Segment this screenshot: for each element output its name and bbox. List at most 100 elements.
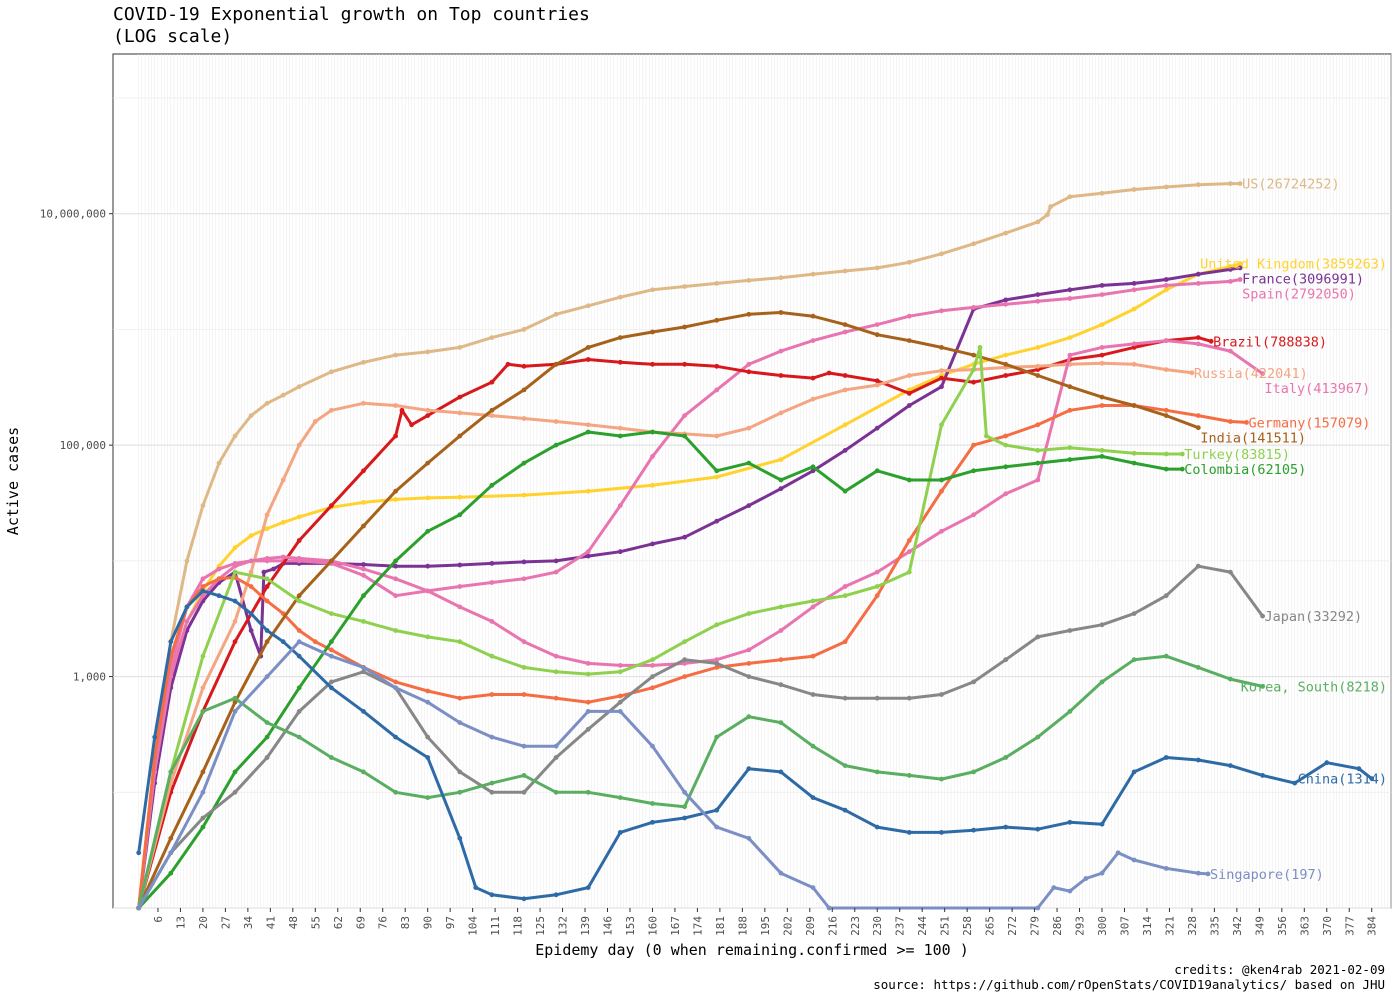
series-point xyxy=(329,653,334,659)
series-point xyxy=(232,433,238,439)
series-point xyxy=(650,801,655,806)
series-point xyxy=(746,611,752,616)
series-point xyxy=(457,410,463,416)
series-label: US(26724252) xyxy=(1242,177,1340,193)
series-point xyxy=(842,329,848,335)
series-point xyxy=(457,604,463,610)
series-point xyxy=(906,549,912,555)
series-point xyxy=(1195,335,1201,340)
series-point xyxy=(1003,433,1009,439)
series-point xyxy=(906,830,912,835)
series-label: Turkey(83815) xyxy=(1184,447,1290,463)
x-tick-label: 370 xyxy=(1321,916,1334,936)
x-tick-label: 356 xyxy=(1276,916,1289,936)
series-point xyxy=(248,558,254,564)
series-point xyxy=(682,413,687,418)
series-point xyxy=(1035,734,1041,740)
series-point xyxy=(393,685,398,691)
series-point xyxy=(473,885,479,890)
series-point xyxy=(200,584,206,589)
series-point xyxy=(425,349,431,355)
x-tick-label: 377 xyxy=(1343,916,1356,936)
series-point xyxy=(939,251,944,257)
series-point xyxy=(296,628,302,633)
series-point xyxy=(682,657,687,663)
series-point xyxy=(232,545,238,551)
series-point xyxy=(1099,870,1105,876)
series-point xyxy=(778,477,784,483)
series-point xyxy=(810,795,816,800)
series-point xyxy=(425,413,431,418)
series-point xyxy=(216,566,222,572)
series-point xyxy=(264,674,270,679)
series-point xyxy=(553,892,559,898)
series-point xyxy=(393,488,398,494)
series-point xyxy=(1003,297,1009,303)
series-point xyxy=(1131,403,1137,408)
series-point xyxy=(200,653,206,659)
series-point xyxy=(939,692,944,697)
series-point xyxy=(264,400,270,406)
series-point xyxy=(1035,448,1041,453)
series-point xyxy=(617,359,623,365)
series-point xyxy=(1195,341,1201,347)
series-point xyxy=(1237,265,1243,271)
series-label: Germany(157079) xyxy=(1249,415,1371,431)
series-point xyxy=(1208,338,1214,344)
series-point xyxy=(906,695,912,701)
x-tick-label: 223 xyxy=(849,916,862,936)
y-tick-label: 1,000 xyxy=(73,671,106,684)
series-label: Brazil(788838) xyxy=(1213,334,1327,350)
series-label: Colombia(62105) xyxy=(1184,462,1306,478)
series-point xyxy=(714,474,720,480)
series-point xyxy=(425,734,431,740)
series-point xyxy=(1163,451,1169,457)
series-point xyxy=(714,518,720,524)
series-point xyxy=(826,905,832,911)
series-point xyxy=(971,367,976,372)
series-point xyxy=(939,477,944,483)
x-tick-label: 118 xyxy=(512,916,525,936)
series-point xyxy=(842,695,848,701)
series-point xyxy=(971,679,976,685)
series-point xyxy=(714,807,720,813)
series-point xyxy=(521,665,527,670)
series-point xyxy=(1228,676,1233,682)
series-point xyxy=(1003,657,1009,663)
series-point xyxy=(826,370,832,376)
series-point xyxy=(971,468,976,474)
series-point xyxy=(939,375,944,381)
series-point xyxy=(906,338,912,343)
series-point xyxy=(457,494,463,500)
series-point xyxy=(1179,451,1185,457)
chart-title: COVID-19 Exponential growth on Top count… xyxy=(113,4,590,25)
series-point xyxy=(216,460,222,466)
x-tick-label: 349 xyxy=(1253,916,1266,936)
series-point xyxy=(264,584,270,589)
series-point xyxy=(232,769,238,775)
series-point xyxy=(489,379,495,385)
series-point xyxy=(874,265,880,271)
series-point xyxy=(261,569,267,575)
series-point xyxy=(553,755,559,760)
series-point xyxy=(746,647,752,653)
x-tick-label: 83 xyxy=(399,916,412,929)
series-point xyxy=(457,584,463,589)
series-point xyxy=(489,335,495,340)
x-tick-label: 321 xyxy=(1163,916,1176,936)
series-point xyxy=(682,534,687,540)
series-point xyxy=(1195,425,1201,431)
series-point xyxy=(810,885,816,890)
series-point xyxy=(778,348,784,354)
series-point xyxy=(650,674,655,679)
series-point xyxy=(280,520,286,525)
series-point xyxy=(714,824,720,830)
x-tick-label: 97 xyxy=(444,916,457,929)
series-point xyxy=(248,413,254,418)
x-tick-label: 307 xyxy=(1118,916,1131,936)
series-label: France(3096991) xyxy=(1242,272,1364,288)
series-point xyxy=(1163,593,1169,599)
series-point xyxy=(1228,267,1233,272)
series-point xyxy=(810,271,816,277)
series-point xyxy=(1099,322,1105,327)
